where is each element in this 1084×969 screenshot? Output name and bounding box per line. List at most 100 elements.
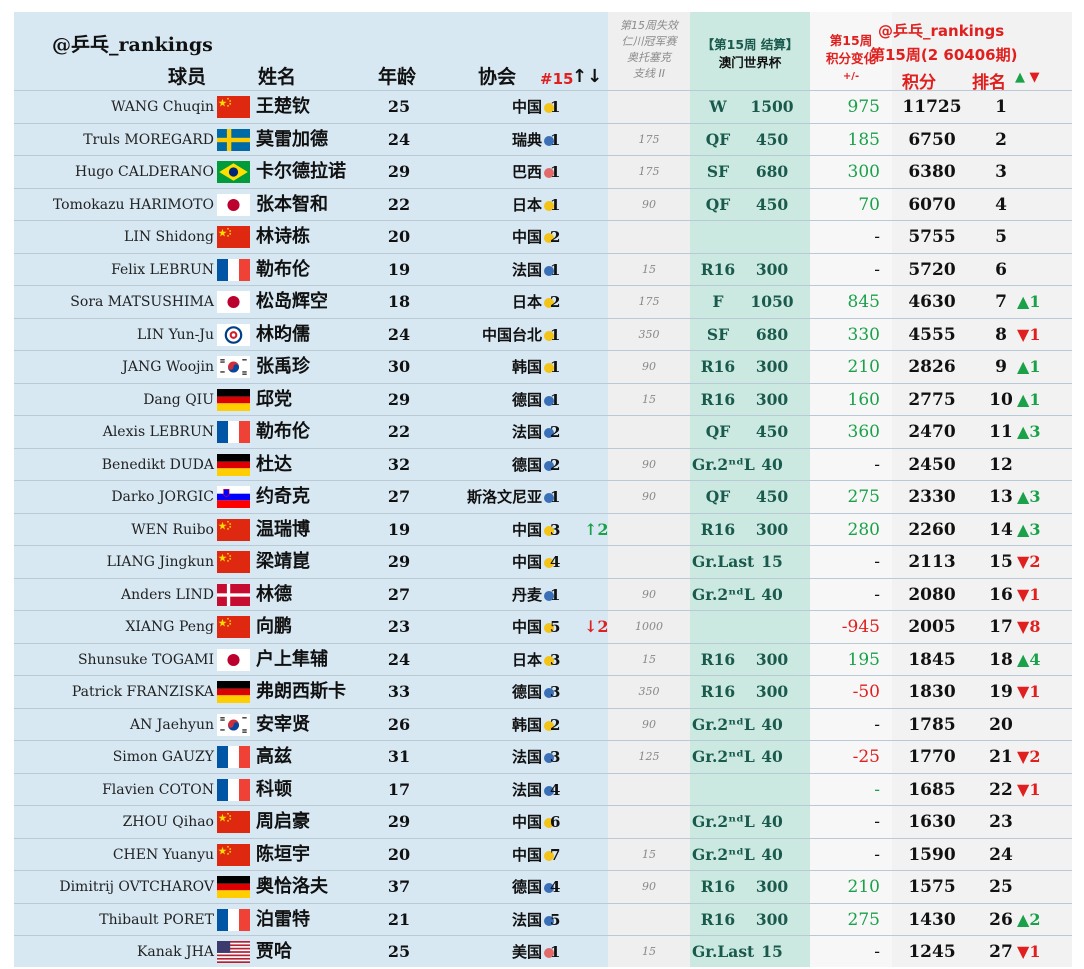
table-row: LIN Yun-Ju 林昀儒 24 中国台北 1 350 SF 680 330 4555 8 ▼1 — [14, 317, 1072, 351]
world-rank: 10 — [989, 389, 1013, 410]
association: 瑞典 — [511, 130, 542, 149]
down-triangle-icon: ▼ — [1017, 617, 1030, 636]
rank-change-value: 2 — [1029, 552, 1041, 571]
up-triangle-icon: ▲ — [1017, 519, 1030, 539]
down-triangle-icon: ▼ — [1017, 584, 1030, 604]
world-rank: 2 — [995, 129, 1007, 150]
down-triangle-icon: ▼ — [1017, 779, 1030, 799]
total-points: 1830 — [908, 682, 956, 702]
rank-change-value: 1 — [1029, 292, 1041, 311]
player-age: 26 — [387, 714, 411, 734]
world-rank: 15 — [989, 552, 1013, 572]
ranking-table: WANG Chuqin 王楚钦 25 中国 1 W 1500 975 11725 1 Truls M… — [14, 90, 1072, 968]
total-points: 6750 — [908, 129, 956, 150]
macau-points: 1500 — [750, 97, 794, 116]
germany-flag-icon — [217, 876, 250, 898]
rank-change: ▼1 — [1017, 319, 1040, 351]
rank-change: ▼1 — [1017, 774, 1040, 806]
association-dot-icon — [544, 200, 554, 211]
macau-points: 40 — [761, 454, 783, 474]
player-age: 24 — [387, 129, 411, 149]
association-dot-icon — [544, 623, 554, 633]
points-change: -25 — [852, 747, 880, 767]
lost-points: 1000 — [635, 620, 663, 633]
player-name-cn: 贾哈 — [256, 941, 292, 962]
player-name-cn: 杜达 — [256, 453, 292, 475]
national-rank: 3 — [550, 683, 561, 701]
national-rank: 3 — [550, 520, 561, 539]
association: 中国 — [511, 553, 542, 571]
player-name-cn: 奥恰洛夫 — [256, 876, 328, 897]
lost-points: 15 — [642, 262, 656, 276]
player-age: 33 — [387, 682, 411, 701]
player-name-cn: 周启豪 — [256, 811, 310, 832]
points-change: 300 — [847, 162, 880, 182]
total-points: 1590 — [908, 844, 956, 865]
player-age: 29 — [387, 162, 411, 181]
national-rank: 2 — [550, 423, 561, 441]
world-rank: 18 — [989, 649, 1013, 670]
player-age: 22 — [387, 422, 411, 441]
rank-change: ▲1 — [1017, 384, 1040, 416]
header-macau-line1: 【第15周 结算】 — [701, 37, 799, 52]
sweden-flag-icon — [217, 128, 250, 151]
player-name-cn: 卡尔德拉诺 — [256, 161, 346, 182]
points-change: - — [874, 227, 880, 247]
macau-result: R16 — [700, 877, 736, 896]
header-player: 球员 — [168, 66, 207, 88]
table-row: Sora MATSUSHIMA 松岛辉空 18 日本 2 175 F 1050 845 4630 7… — [14, 285, 1072, 318]
player-name-cn: 邱党 — [256, 388, 292, 410]
macau-points: 15 — [761, 552, 783, 571]
down-triangle-icon: ▼ — [1017, 942, 1030, 961]
total-points: 5720 — [908, 259, 956, 280]
player-age: 19 — [387, 259, 411, 279]
header-week-label: 第15周(2 60406期) — [870, 46, 1018, 64]
macau-result: R16 — [700, 259, 736, 279]
header-rank-arrows: ▲ ▼ — [1015, 70, 1040, 85]
points-change: 275 — [847, 909, 880, 930]
association: 斯洛文尼亚 — [466, 488, 542, 506]
lost-points — [608, 904, 690, 936]
table-row: Hugo CALDERANO 卡尔德拉诺 29 巴西 1 175 SF 680 300 6380 3 — [14, 155, 1072, 188]
points-change: 185 — [847, 129, 880, 150]
points-change: 70 — [858, 194, 880, 215]
association: 德国 — [511, 455, 542, 474]
lost-points: 15 — [642, 392, 656, 406]
header-name: 姓名 — [258, 66, 297, 88]
player-age: 25 — [387, 97, 411, 116]
total-points: 4555 — [908, 324, 956, 345]
national-rank: 2 — [550, 293, 561, 311]
association-dot-icon — [544, 915, 554, 926]
macau-points: 40 — [761, 584, 783, 604]
rank-change: ▲3 — [1017, 416, 1040, 448]
player-name-en: Dimitrij OVTCHAROV — [59, 879, 214, 895]
chinese-taipei-flag-icon — [217, 323, 250, 346]
world-rank: 5 — [995, 227, 1007, 247]
association: 法国 — [511, 748, 542, 766]
national-rank: 1 — [550, 130, 561, 149]
macau-points: 300 — [755, 519, 789, 539]
player-name-cn: 莫雷加德 — [256, 128, 328, 150]
table-row: Dang QIU 邱党 29 德国 1 15 R16 300 160 2775 10 ▲1 — [14, 382, 1072, 416]
national-rank-move: ↑2 — [584, 519, 609, 539]
rank-change: ▼1 — [1017, 936, 1040, 968]
france-flag-icon — [217, 778, 250, 801]
association-dot-icon — [544, 298, 554, 308]
national-rank: 3 — [550, 748, 561, 766]
player-age: 24 — [387, 324, 411, 344]
player-name-cn: 约奇克 — [256, 486, 310, 507]
table-row: ZHOU Qihao 周启豪 29 中国 6 Gr.2ⁿᵈL 40 - 1630 23 — [14, 805, 1072, 838]
lost-points — [608, 91, 690, 123]
association-dot-icon — [544, 883, 554, 893]
player-name-cn: 林德 — [256, 583, 292, 605]
table-row: JANG Woojin 张禹珍 30 韩国 1 90 R16 300 210 2826 9 ▲1 — [14, 350, 1072, 383]
player-name-cn: 高兹 — [256, 746, 292, 767]
rank-change-value: 1 — [1029, 942, 1041, 961]
association-dot-icon — [544, 168, 554, 178]
lost-points: 90 — [642, 717, 656, 731]
table-row: WEN Ruibo 温瑞博 19 中国 3 ↑2 R16 300 280 2260 14 ▲3 — [14, 512, 1072, 546]
points-change: - — [874, 259, 880, 280]
table-row: WANG Chuqin 王楚钦 25 中国 1 W 1500 975 11725 1 — [14, 90, 1072, 123]
lost-points — [608, 806, 690, 838]
association: 德国 — [511, 878, 542, 896]
